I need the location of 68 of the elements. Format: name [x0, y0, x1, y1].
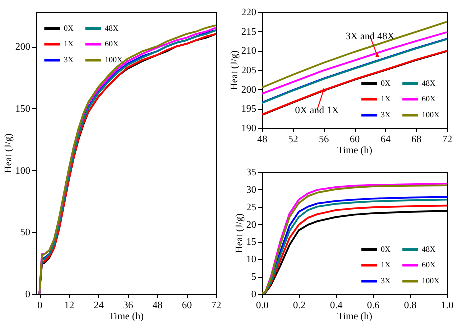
line-series — [262, 32, 447, 95]
legend-label: 1X — [64, 40, 74, 48]
legend-label: 48X — [422, 244, 436, 254]
x-tick-label: 0.8 — [404, 300, 417, 312]
y-tick-label: 0 — [252, 290, 256, 300]
line-series — [262, 21, 447, 89]
y-tick-label: 210 — [242, 46, 256, 58]
legend-label: 48X — [105, 24, 119, 33]
legend-label: 3X — [64, 56, 74, 64]
legend-label: 100X — [105, 56, 123, 64]
y-tick-label: 35 — [246, 168, 256, 178]
x-tick-label: 60 — [350, 134, 360, 146]
legend-label: 0X — [381, 244, 391, 254]
annotation: 0X and 1X — [295, 106, 340, 117]
legend-label: 0X — [381, 78, 391, 88]
y-tick-label: 20 — [246, 220, 256, 231]
y-tick-label: 100 — [16, 166, 30, 177]
y-tick-label: 15 — [246, 237, 256, 248]
x-tick-label: 60 — [182, 300, 192, 312]
legend-label: 1X — [381, 94, 391, 104]
x-axis-title: Time (h) — [338, 146, 372, 156]
legend-label: 60X — [105, 40, 119, 48]
legend-label: 3X — [381, 276, 391, 286]
x-tick-label: 68 — [412, 134, 422, 146]
y-tick-label: 50 — [20, 228, 30, 239]
y-axis-title: Heat (J/g) — [230, 50, 240, 90]
y-tick-label: 150 — [16, 104, 30, 115]
x-tick-label: 0.0 — [256, 300, 269, 312]
x-axis-title: Time (h) — [338, 312, 372, 322]
y-axis-title: Heat (J/g) — [4, 134, 14, 174]
legend-label: 3X — [381, 110, 391, 120]
x-axis-title: Time (h) — [109, 312, 144, 322]
x-tick-label: 48 — [258, 134, 268, 146]
x-tick-label: 36 — [123, 300, 134, 312]
annotation: 3X and 48X — [346, 31, 396, 42]
y-tick-label: 220 — [242, 8, 256, 18]
x-tick-label: 12 — [64, 300, 75, 312]
x-tick-label: 0.4 — [330, 300, 343, 312]
legend-label: 48X — [422, 78, 436, 88]
x-tick-label: 0.6 — [367, 300, 380, 312]
legend-label: 1X — [381, 260, 391, 270]
y-tick-label: 200 — [242, 84, 256, 96]
x-tick-label: 52 — [288, 134, 298, 146]
legend-label: 100X — [422, 110, 440, 120]
x-tick-label: 1.0 — [441, 300, 454, 312]
y-axis-title: Heat (J/g) — [234, 214, 246, 254]
y-tick-label: 195 — [242, 104, 256, 116]
x-tick-label: 64 — [380, 134, 391, 146]
y-tick-label: 0 — [26, 290, 30, 300]
x-tick-label: 72 — [442, 134, 452, 146]
y-tick-label: 205 — [242, 66, 256, 76]
x-tick-label: 0 — [38, 300, 43, 312]
legend-label: 100X — [422, 276, 440, 286]
y-tick-label: 190 — [242, 124, 256, 134]
legend-label: 60X — [422, 260, 436, 270]
y-tick-label: 5 — [252, 272, 256, 284]
legend-label: 60X — [422, 94, 436, 104]
y-tick-label: 10 — [246, 254, 256, 266]
y-tick-label: 215 — [242, 26, 256, 38]
x-tick-label: 24 — [94, 300, 104, 312]
y-tick-label: 200 — [16, 42, 30, 54]
y-tick-label: 30 — [246, 184, 256, 196]
y-tick-label: 25 — [246, 202, 256, 214]
x-tick-label: 48 — [152, 300, 163, 312]
x-tick-label: 56 — [319, 134, 330, 146]
x-tick-label: 0.2 — [293, 300, 306, 312]
x-tick-label: 72 — [212, 300, 222, 312]
legend-label: 0X — [64, 24, 74, 33]
